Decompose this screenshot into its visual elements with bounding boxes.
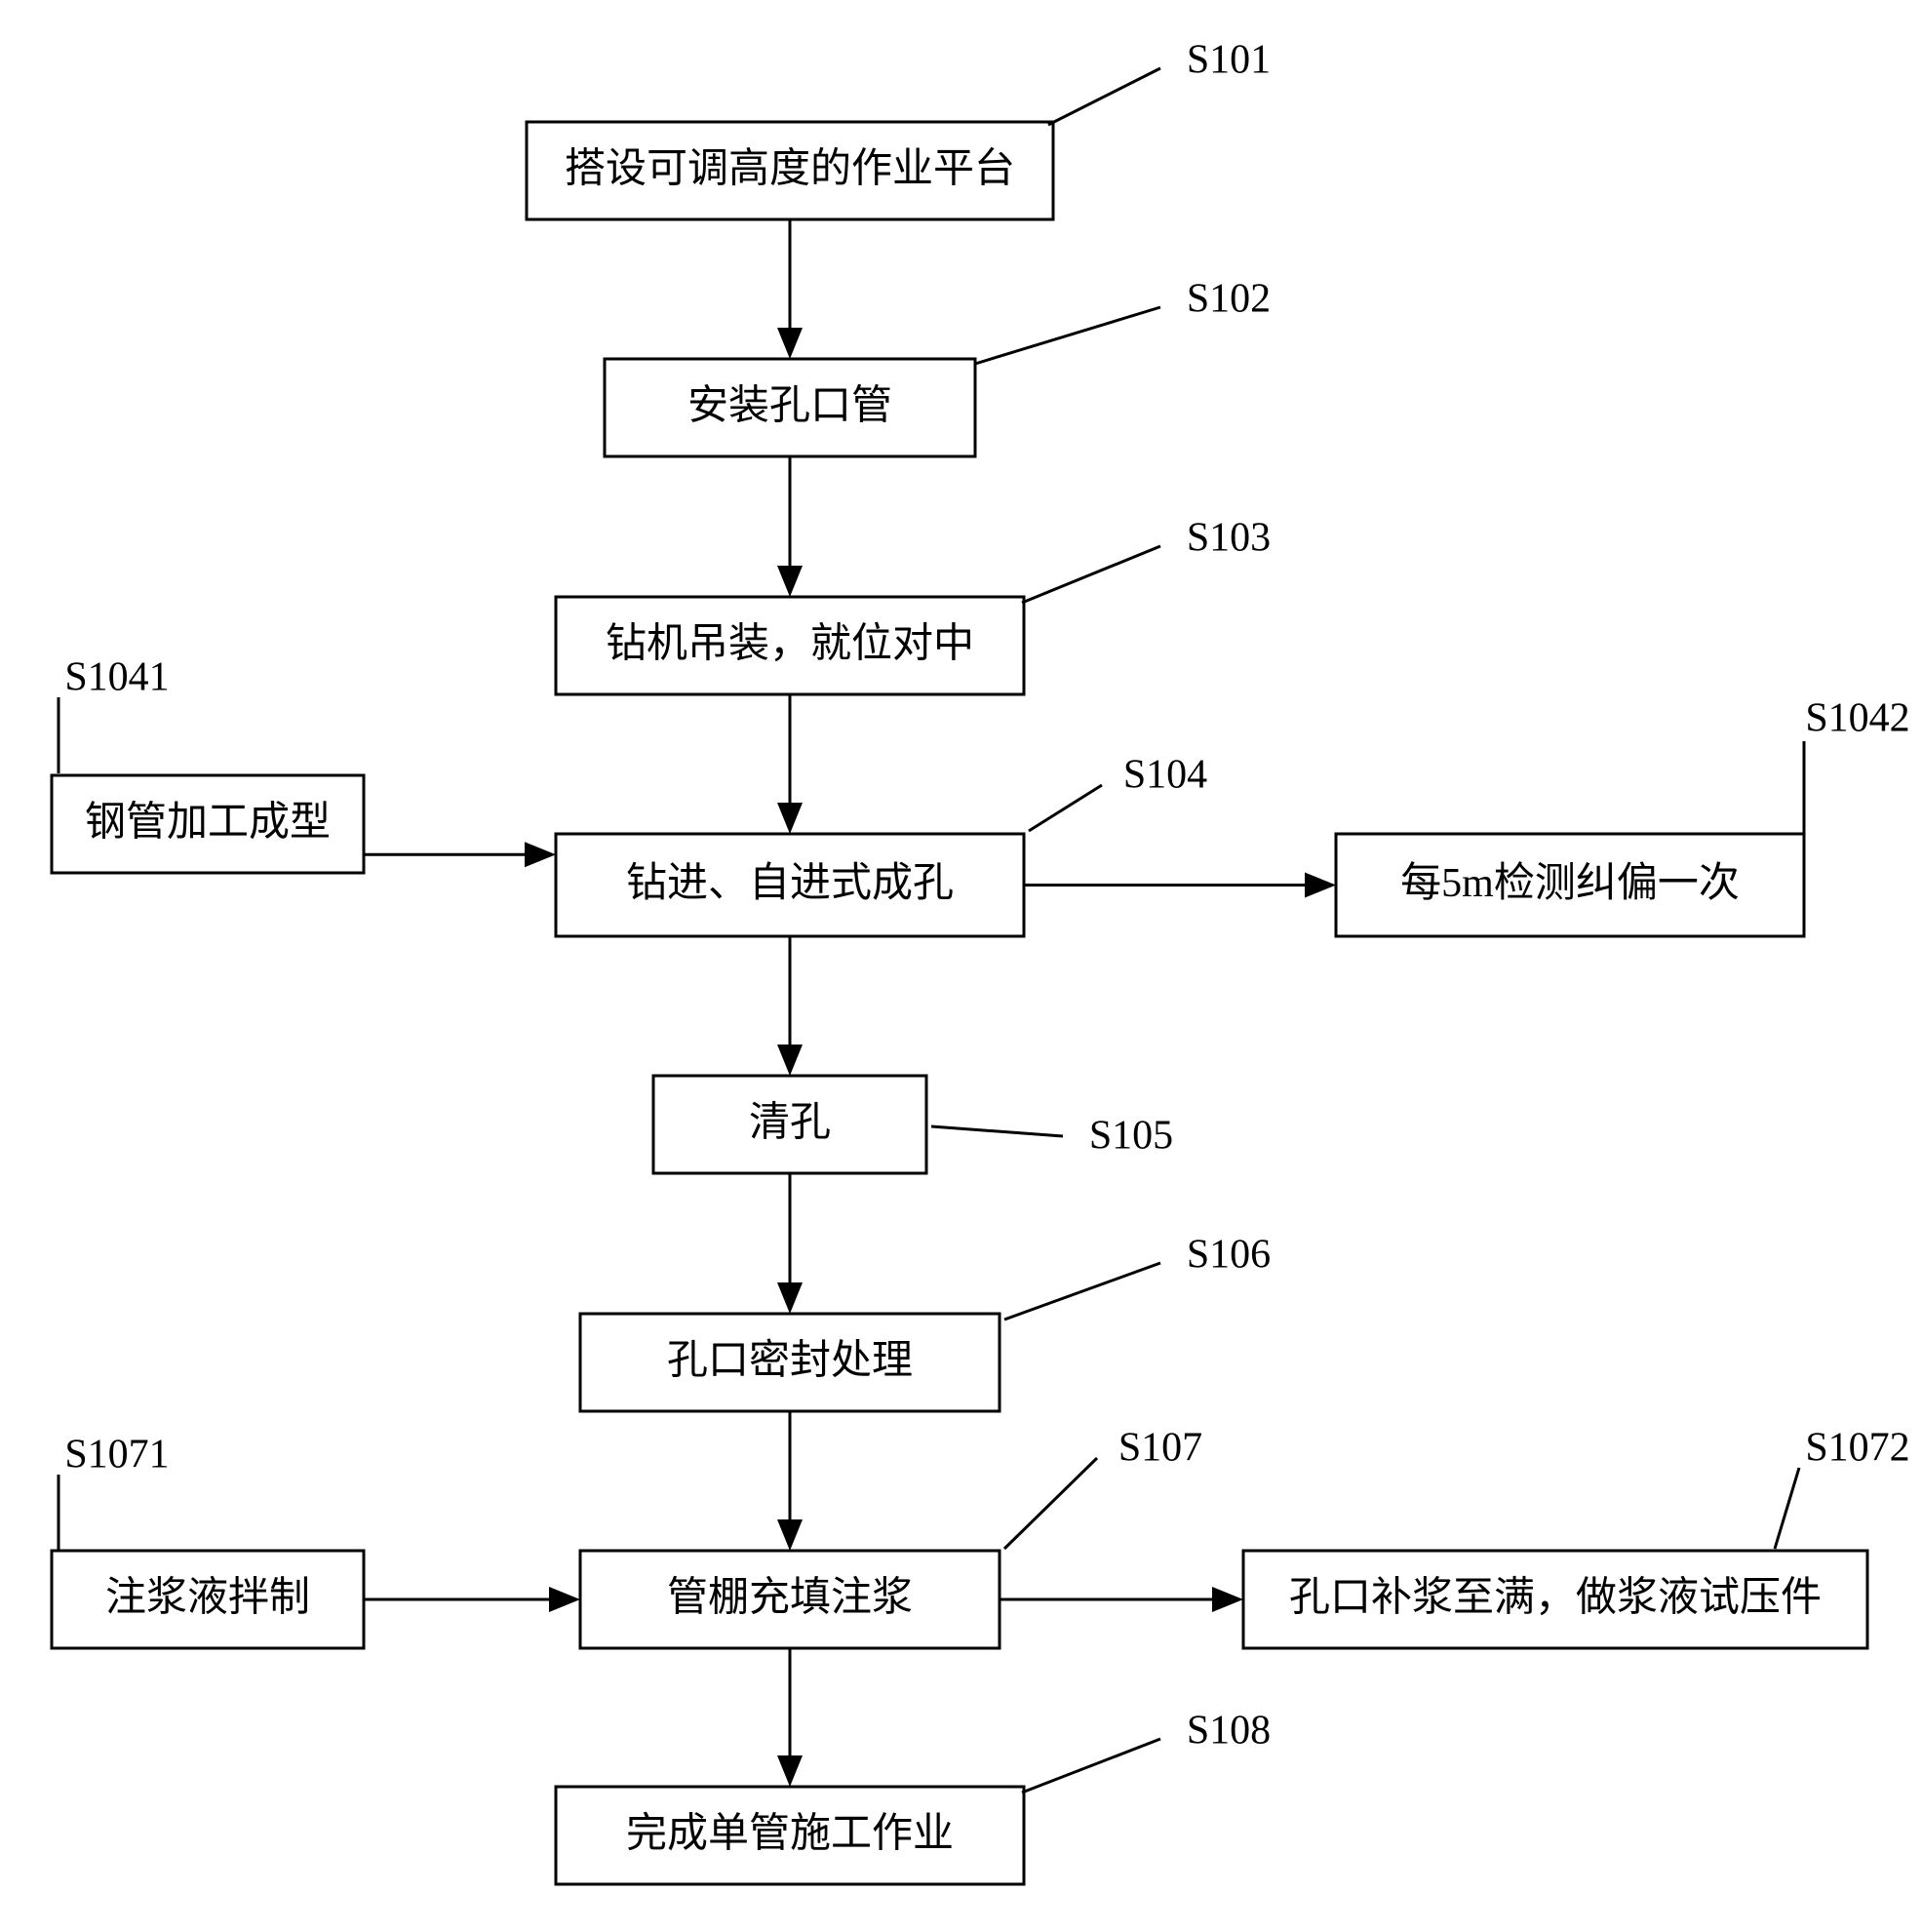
- node-s1071: 注浆液拌制: [52, 1551, 364, 1648]
- callout-label: S1042: [1805, 696, 1909, 741]
- node-label: 钻进、自进式成孔: [626, 861, 954, 906]
- node-s107: 管棚充填注浆: [580, 1551, 1000, 1648]
- node-label: 每5m检测纠偏一次: [1400, 860, 1740, 906]
- node-label: 孔口密封处理: [667, 1338, 913, 1384]
- callout: S1041: [59, 655, 170, 773]
- arrow-right: [364, 842, 556, 867]
- arrow-down: [777, 1411, 803, 1551]
- callout: S103: [1022, 516, 1271, 603]
- node-label: 孔口补浆至满，做浆液试压件: [1289, 1576, 1822, 1621]
- callout: S102: [975, 277, 1271, 364]
- arrow-down: [777, 219, 803, 359]
- node-label: 钻机吊装，就位对中: [606, 621, 974, 667]
- node-label: 清孔: [749, 1101, 831, 1146]
- node-s1072: 孔口补浆至满，做浆液试压件: [1243, 1551, 1867, 1648]
- node-s103: 钻机吊装，就位对中: [556, 597, 1024, 694]
- node-label: 管棚充填注浆: [667, 1575, 913, 1621]
- node-label: 钢管加工成型: [85, 801, 331, 846]
- arrow-down: [777, 936, 803, 1076]
- arrow-down: [777, 1173, 803, 1314]
- arrow-right: [1024, 873, 1336, 898]
- node-label: 搭设可调高度的作业平台: [565, 147, 1015, 192]
- callout-label: S108: [1187, 1709, 1271, 1754]
- arrow-right: [1000, 1587, 1243, 1612]
- node-s106: 孔口密封处理: [580, 1314, 1000, 1411]
- callout-label: S104: [1123, 753, 1207, 798]
- callout: S1072: [1775, 1426, 1910, 1549]
- node-label: 完成单管施工作业: [626, 1811, 954, 1857]
- callout: S108: [1022, 1709, 1271, 1793]
- node-s105: 清孔: [653, 1076, 926, 1173]
- callout-label: S101: [1187, 38, 1271, 83]
- node-s104: 钻进、自进式成孔: [556, 834, 1024, 936]
- callout-label: S103: [1187, 516, 1271, 561]
- node-s102: 安装孔口管: [605, 359, 975, 456]
- callout-label: S106: [1187, 1233, 1271, 1278]
- node-label: 安装孔口管: [687, 384, 892, 429]
- callout-label: S1072: [1805, 1426, 1909, 1471]
- arrow-right: [364, 1587, 580, 1612]
- arrow-down: [777, 1648, 803, 1787]
- node-s1042: 每5m检测纠偏一次: [1336, 834, 1804, 936]
- callout: S107: [1004, 1426, 1202, 1549]
- callout-label: S102: [1187, 277, 1271, 322]
- callout-label: S105: [1089, 1114, 1173, 1159]
- arrow-down: [777, 694, 803, 834]
- callout-label: S1071: [64, 1433, 169, 1478]
- arrow-down: [777, 456, 803, 597]
- callout: S106: [1004, 1233, 1271, 1320]
- callout-label: S1041: [64, 655, 169, 700]
- node-s101: 搭设可调高度的作业平台: [527, 122, 1053, 219]
- node-label: 注浆液拌制: [105, 1575, 310, 1621]
- callout-label: S107: [1118, 1426, 1202, 1471]
- flowchart: 搭设可调高度的作业平台安装孔口管钻机吊装，就位对中钢管加工成型钻进、自进式成孔 每…: [0, 0, 1922, 1932]
- node-s1041: 钢管加工成型: [52, 775, 364, 873]
- callout: S101: [1048, 38, 1271, 125]
- callout: S1042: [1804, 696, 1910, 834]
- callout: S1071: [59, 1433, 170, 1551]
- node-s108: 完成单管施工作业: [556, 1787, 1024, 1884]
- callout: S104: [1029, 753, 1207, 831]
- callout: S105: [931, 1114, 1173, 1159]
